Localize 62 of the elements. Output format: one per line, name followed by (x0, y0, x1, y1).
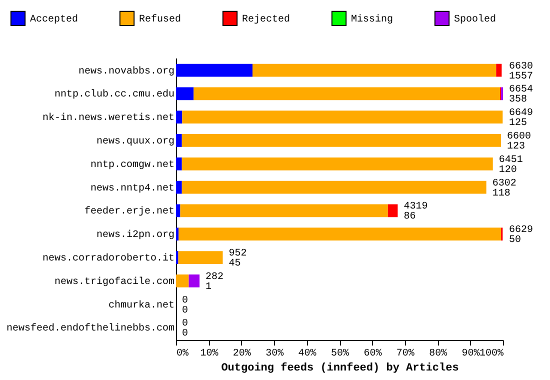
x-tick-label: 40% (298, 348, 316, 360)
bar (182, 110, 503, 124)
annotation: 6600 123 (507, 131, 532, 152)
legend-label: Accepted (30, 13, 78, 26)
annotation: 6630 1557 (509, 61, 534, 82)
legend-label: Spooled (454, 13, 496, 26)
bar (180, 204, 388, 218)
bar (176, 110, 182, 124)
bar (176, 228, 179, 241)
bar (178, 228, 502, 241)
bar (176, 134, 182, 147)
x-tick-label: 60% (364, 348, 382, 360)
bar (496, 64, 502, 77)
x-tick-label: 90% (462, 348, 480, 360)
annotation: 6302 118 (492, 178, 516, 200)
annotation: 0 0 (182, 318, 188, 340)
annotation: 6654 358 (509, 84, 534, 106)
y-tick-label: chmurka.net (108, 299, 174, 312)
y-tick-label: news.trigofacile.com (54, 276, 174, 288)
y-tick-label: news.nntp4.net (90, 183, 174, 194)
x-tick-label: 50% (330, 348, 350, 360)
annotation: 0 0 (182, 295, 188, 316)
legend-label: Missing (351, 13, 394, 26)
x-tick-label: 80% (429, 348, 448, 360)
y-tick-label: newsfeed.endofthelinebbs.com (6, 322, 174, 335)
x-tick-label: 70% (396, 348, 414, 360)
y-tick-label: nntp.comgw.net (90, 160, 174, 171)
x-tick-label: 20% (232, 348, 251, 360)
x-tick-label: 0% (176, 348, 189, 360)
bar (182, 157, 493, 170)
y-tick-label: news.i2pn.org (96, 229, 174, 242)
bar (176, 180, 182, 194)
legend-label: Rejected (242, 13, 290, 26)
legend-label: Refused (139, 13, 182, 26)
x-tick-label: 30% (266, 348, 284, 360)
bar (176, 157, 182, 170)
bar (252, 64, 496, 77)
bar (388, 204, 398, 218)
y-tick-label: news.corradoroberto.it (42, 252, 174, 265)
bar (188, 274, 200, 288)
x-axis-title: Outgoing feeds (innfeed) by Articles (221, 362, 459, 374)
x-tick-label: 100% (479, 348, 504, 360)
x-tick-label: 10% (200, 348, 218, 360)
annotation: 952 45 (228, 248, 247, 270)
annotation: 4319 86 (404, 202, 428, 223)
annotation: 282 1 (206, 272, 224, 293)
annotation: 6629 50 (509, 225, 534, 246)
annotation: 6451 120 (498, 154, 523, 176)
y-tick-label: nk-in.news.weretis.net (42, 112, 174, 124)
y-tick-label: news.quux.org (96, 136, 174, 148)
bar (176, 87, 194, 100)
bar (176, 274, 189, 288)
bar (182, 180, 486, 194)
y-tick-label: feeder.erje.net (84, 206, 174, 218)
bar (176, 204, 180, 218)
bar (176, 64, 253, 77)
y-tick-label: news.novabbs.org (78, 65, 174, 78)
y-tick-label: nntp.club.cc.cmu.edu (54, 88, 174, 101)
bar (178, 251, 223, 264)
annotation: 6649 125 (509, 108, 534, 130)
bar (182, 134, 502, 147)
bar (194, 87, 500, 100)
